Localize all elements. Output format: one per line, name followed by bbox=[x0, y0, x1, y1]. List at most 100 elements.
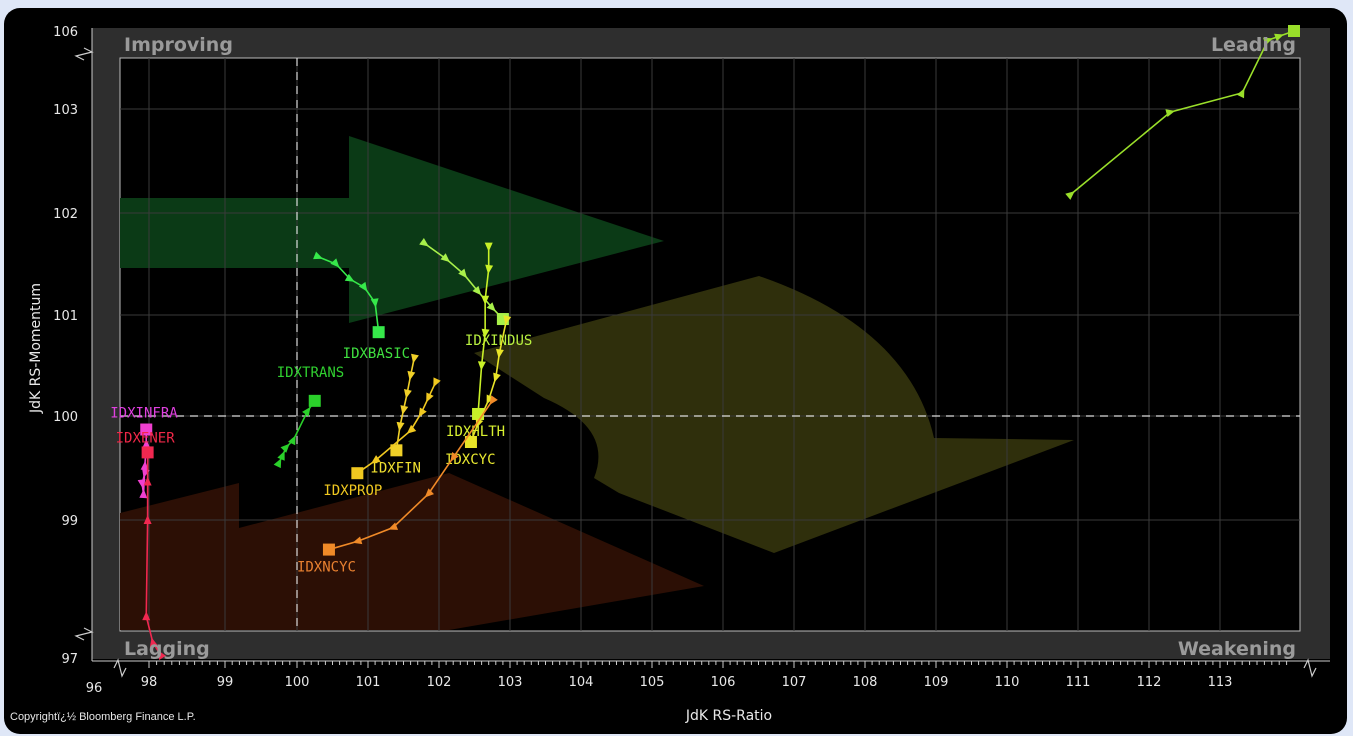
series-label: IDXINFRA bbox=[110, 406, 178, 422]
series-layer: IDXBASIC IDXINDUS IDXTRANS IDXHLTH IDXFIN IDX… bbox=[110, 25, 1300, 661]
x-tick-label: 109 bbox=[924, 675, 949, 690]
series-idxhlth: IDXHLTH bbox=[446, 242, 505, 440]
series-point bbox=[495, 348, 504, 359]
x-axis-title: JdK RS-Ratio bbox=[685, 708, 772, 724]
series-point bbox=[424, 488, 435, 498]
series-point bbox=[411, 353, 419, 364]
y-tick-label: 101 bbox=[53, 309, 78, 324]
series-idxtrans: IDXTRANS bbox=[273, 365, 344, 469]
series-endpoint bbox=[140, 423, 153, 436]
series-point bbox=[481, 295, 490, 305]
y-tick-label: 102 bbox=[53, 207, 78, 222]
series-point bbox=[472, 285, 482, 296]
grid-lines bbox=[120, 58, 1300, 631]
series-endpoint bbox=[351, 467, 364, 480]
yellow-arrow-shape bbox=[474, 276, 1074, 553]
series-point bbox=[143, 515, 152, 524]
x-tick-label: 111 bbox=[1066, 675, 1091, 690]
series-point bbox=[344, 273, 355, 282]
series-unlabeled bbox=[1065, 25, 1300, 200]
y-tick-label: 103 bbox=[53, 103, 78, 118]
series-point bbox=[503, 315, 512, 325]
series-endpoint bbox=[308, 394, 321, 407]
green-arrow-shape bbox=[120, 136, 664, 323]
series-point bbox=[404, 389, 412, 399]
x-tick-label: 108 bbox=[853, 675, 878, 690]
series-point bbox=[486, 394, 494, 405]
x-tick-label: 105 bbox=[640, 675, 665, 690]
series-point bbox=[371, 455, 381, 464]
series-label: IDXNCYC bbox=[297, 560, 356, 576]
series-point bbox=[489, 395, 498, 405]
series-point bbox=[1263, 37, 1273, 46]
series-point bbox=[302, 406, 311, 417]
series-label: IDXINDUS bbox=[465, 333, 532, 349]
y-tick-label: 99 bbox=[61, 514, 78, 529]
series-point bbox=[137, 479, 146, 489]
x-tick-label: 96 bbox=[86, 681, 103, 696]
series-point bbox=[475, 418, 484, 428]
series-point bbox=[388, 522, 399, 530]
series-endpoint bbox=[322, 543, 335, 556]
x-tick-label: 99 bbox=[217, 675, 234, 690]
y-tick-label: 100 bbox=[53, 410, 78, 425]
x-tick-label: 100 bbox=[285, 675, 310, 690]
series-point bbox=[1065, 191, 1075, 200]
series-point bbox=[142, 611, 151, 621]
series-point bbox=[433, 377, 441, 388]
x-tick-label: 107 bbox=[782, 675, 807, 690]
x-axis-break-right bbox=[1303, 658, 1317, 678]
chart-frame: 96 98 99 100 101 102 103 104 105 106 107 108 109 110 1… bbox=[4, 8, 1347, 734]
series-point bbox=[370, 298, 379, 308]
series-point bbox=[407, 370, 416, 381]
y-axis-break-bottom bbox=[74, 627, 94, 641]
series-label: IDXBASIC bbox=[343, 346, 410, 362]
series-point bbox=[396, 421, 405, 432]
x-tick-label: 113 bbox=[1208, 675, 1233, 690]
series-idxbasic: IDXBASIC bbox=[313, 251, 410, 362]
series-point bbox=[143, 476, 152, 486]
series-point bbox=[477, 361, 486, 371]
y-tick-label: 97 bbox=[61, 652, 78, 667]
series-point bbox=[419, 238, 429, 247]
red-arrow-shape bbox=[120, 473, 704, 630]
series-endpoint bbox=[372, 326, 385, 339]
series-idxprop: IDXPROP bbox=[323, 377, 441, 499]
series-point bbox=[149, 637, 158, 648]
series-point bbox=[139, 489, 148, 499]
x-tick-label: 104 bbox=[569, 675, 594, 690]
series-point bbox=[440, 253, 450, 263]
x-tick-label: 101 bbox=[356, 675, 381, 690]
series-endpoint bbox=[141, 446, 154, 459]
series-point bbox=[313, 251, 323, 260]
series-point bbox=[1236, 88, 1245, 99]
x-axis-break-left bbox=[113, 658, 127, 678]
series-point bbox=[288, 435, 296, 446]
series-label: IDXFIN bbox=[370, 460, 421, 476]
center-lines bbox=[120, 58, 1300, 631]
series-point bbox=[450, 452, 459, 462]
quadrant-label-leading: Leading bbox=[1211, 34, 1296, 56]
tick-labels: 96 98 99 100 101 102 103 104 105 106 107 108 109 110 1… bbox=[53, 25, 1330, 696]
series-point bbox=[486, 302, 496, 312]
y-axis-break-top bbox=[74, 47, 94, 61]
series-endpoint bbox=[390, 444, 403, 457]
series-point bbox=[1165, 109, 1176, 118]
x-tick-label: 103 bbox=[498, 675, 523, 690]
series-point bbox=[400, 405, 409, 415]
series-point bbox=[485, 264, 494, 275]
series-idxener: IDXENER bbox=[116, 430, 175, 661]
series-point bbox=[481, 328, 490, 339]
series-point bbox=[140, 460, 149, 471]
rrg-chart: 96 98 99 100 101 102 103 104 105 106 107 108 109 110 1… bbox=[10, 25, 1330, 724]
series-point bbox=[330, 258, 340, 268]
x-tick-label: 98 bbox=[141, 675, 158, 690]
series-point bbox=[142, 439, 151, 449]
series-point bbox=[358, 281, 368, 292]
series-point bbox=[157, 650, 166, 661]
series-endpoint bbox=[464, 436, 477, 448]
series-point bbox=[273, 458, 282, 469]
series-point bbox=[406, 424, 417, 434]
quadrant-label-lagging: Lagging bbox=[124, 638, 210, 660]
series-idxindus: IDXINDUS bbox=[419, 238, 532, 349]
